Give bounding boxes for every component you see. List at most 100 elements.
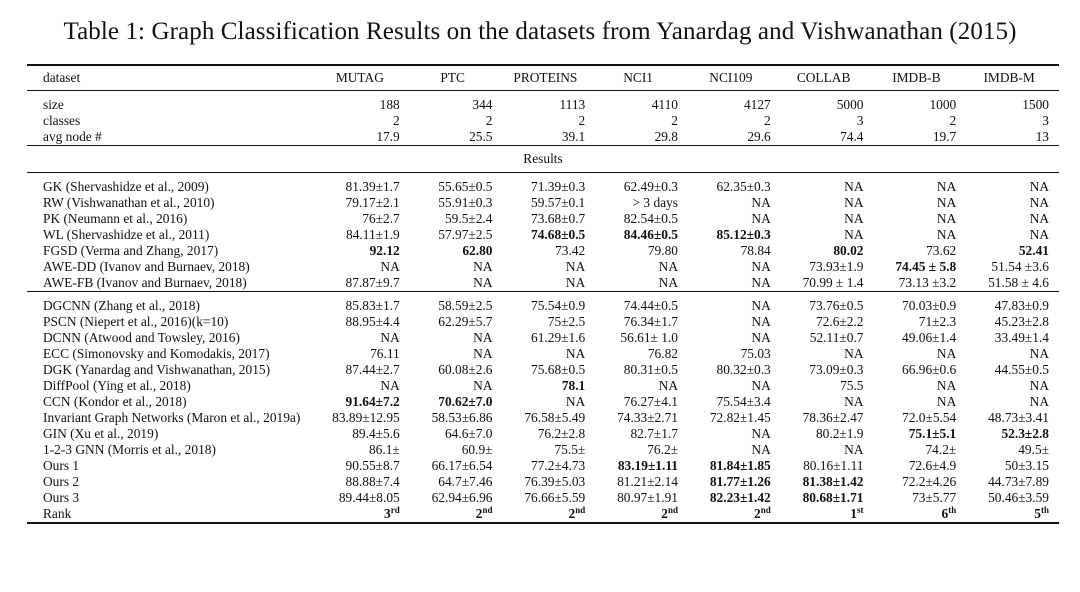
table-cell: 87.87±9.7 [345,275,400,290]
table-cell: NA [473,275,493,290]
table-cell: 71.39±0.3 [502,172,596,195]
table-cell: NA [844,442,864,457]
table-cell: 75.54±3.4 [716,394,771,409]
table-cell: NA [844,346,864,361]
table-cell: NA [936,195,957,210]
table-cell: 44.73±7.89 [988,474,1049,489]
table-cell: 78.84 [740,243,771,258]
table-cell: 76.66±5.59 [524,490,586,505]
table-cell: 29.6 [747,129,771,144]
table-cell: NA [936,211,957,226]
table-cell: 66.17±6.54 [431,458,493,473]
table-cell: 76.11 [370,346,400,361]
table-cell: 51.58 ± 4.6 [988,275,1049,290]
table-cell: 44.55±0.5 [994,362,1049,377]
table-cell: 56.61± 1.0 [620,330,678,345]
table-cell: COLLAB [780,64,874,91]
rank-suffix: nd [760,505,771,515]
table-cell: 58.59±2.5 [409,291,503,314]
table-cell: 76.2± [647,442,678,457]
row-label: dataset [27,64,317,91]
table-cell: IMDB-M [966,64,1059,91]
table-row: Invariant Graph Networks (Maron et al., … [27,410,1059,426]
table-cell: 73.42 [555,243,586,258]
table-cell: NA [780,172,874,195]
table-cell: 84.11±1.9 [346,227,400,242]
table-cell: NA [751,314,771,329]
table-cell: 75.03 [740,346,771,361]
table-row: DCNN (Atwood and Towsley, 2016) NA NA 61.29… [27,330,1059,346]
table-cell: 4127 [688,90,781,113]
row-label: DiffPool (Ying et al., 2018) [43,378,191,393]
table-cell: 62.35±0.3 [688,172,781,195]
row-label: FGSD (Verma and Zhang, 2017) [43,243,219,258]
rank-number: 3 [384,506,391,521]
table-row: Ours 2 88.88±7.4 64.7±7.46 76.39±5.03 81.21±… [27,474,1059,490]
rank-cell: 2nd [688,505,781,524]
table-cell: 72.2±4.26 [902,474,957,489]
table-cell: 77.2±4.73 [531,458,586,473]
table-cell: 58.53±6.86 [431,410,493,425]
results-table-container: dataset MUTAG PTC PROTEINS NCI1 NCI109 COLLAB I… [27,64,1059,524]
table-cell: 75.68±0.5 [531,362,586,377]
row-label: GK (Shervashidze et al., 2009) [27,172,317,195]
table-row: AWE-FB (Ivanov and Burnaev, 2018) 87.87±9… [27,275,1059,292]
table-cell: 87.44±2.7 [345,362,400,377]
table-cell: 82.7±1.7 [630,426,678,441]
table-cell: 50±3.15 [1004,458,1049,473]
results-table: dataset MUTAG PTC PROTEINS NCI1 NCI109 COLLAB I… [27,64,1059,524]
row-label: 1-2-3 GNN (Morris et al., 2018) [43,442,216,457]
table-cell: 80.2±1.9 [815,426,864,441]
table-cell: 57.97±2.5 [438,227,493,242]
table-cell: 39.1 [561,129,586,144]
rank-cell: 2nd [595,506,688,524]
table-cell: 92.12 [369,243,400,258]
table-cell: 74.68±0.5 [531,227,586,242]
table-cell: 51.54 ±3.6 [991,259,1049,274]
table-cell: 81.77±1.26 [709,474,771,489]
table-cell: 2 [764,113,771,128]
table-cell: PTC [409,64,503,91]
table-cell: 80.97±1.91 [617,490,678,505]
table-cell: NA [751,211,771,226]
table-row: PSCN (Niepert et al., 2016)(k=10) 88.95±4… [27,314,1059,330]
table-cell: 188 [317,90,410,113]
table-cell: 19.7 [932,129,957,144]
table-cell: 75.1±5.1 [908,426,957,441]
table-cell: NA [565,394,586,409]
table-cell: IMDB-B [873,64,967,91]
table-cell: NCI109 [688,64,781,91]
row-label: WL (Shervashidze et al., 2011) [43,227,210,242]
table-cell: 75.5± [554,442,586,457]
table-cell: 90.55±8.7 [345,458,400,473]
table-cell: 52.41 [1018,243,1049,258]
table-cell: 52.3±2.8 [1001,426,1049,441]
table-row: AWE-DD (Ivanov and Burnaev, 2018) NA NA NA N… [27,259,1059,275]
table-row: RW (Vishwanathan et al., 2010) 79.17±2.1 5… [27,195,1059,211]
row-label: classes [43,113,81,128]
table-cell: 78.1 [561,378,586,393]
table-cell: 50.46±3.59 [988,490,1049,505]
table-cell: 76.82 [647,346,678,361]
table-cell: 73±5.77 [912,490,957,505]
table-cell: 76.58±5.49 [524,410,586,425]
rank-number: 2 [754,506,761,521]
table-cell: 4110 [595,90,688,113]
table-cell: NA [1029,211,1049,226]
table-cell: NA [936,378,957,393]
row-label: Ours 1 [43,458,80,473]
rank-cell: 2nd [409,506,503,524]
table-cell: 91.64±7.2 [345,394,400,409]
table-cell: 25.5 [469,129,493,144]
table-cell: 76.34±1.7 [623,314,678,329]
table-cell: 74.44±0.5 [595,291,688,314]
table-cell: NA [936,227,957,242]
rank-suffix: th [1040,505,1049,515]
table-row: FGSD (Verma and Zhang, 2017) 92.12 62.80 73… [27,243,1059,259]
table-cell: NA [1029,378,1049,393]
rank-suffix: nd [575,505,586,515]
table-row: GIN (Xu et al., 2019) 89.4±5.6 64.6±7.0 76.… [27,426,1059,442]
table-cell: 82.54±0.5 [623,211,678,226]
rank-cell: 3rd [317,506,410,524]
table-cell: 81.84±1.85 [709,458,771,473]
